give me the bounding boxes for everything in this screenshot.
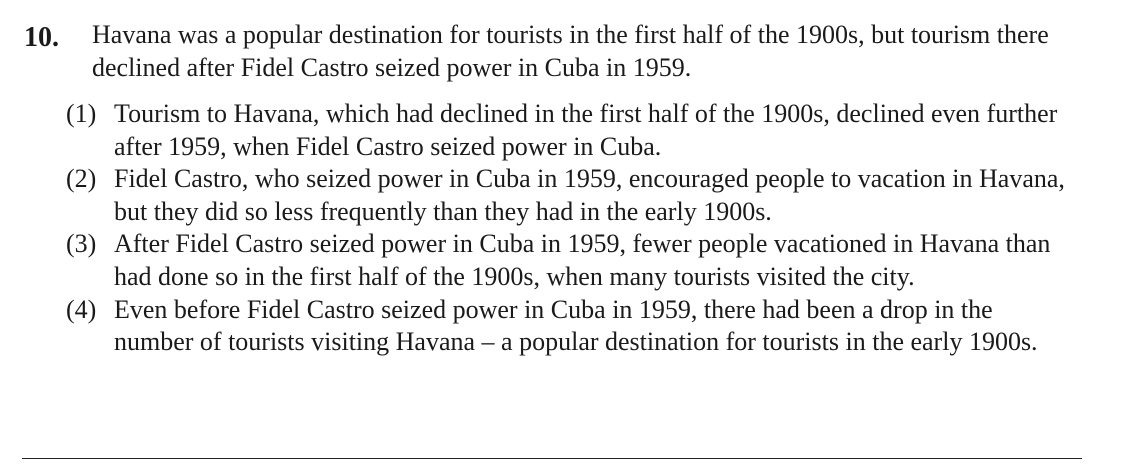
answer-choice-3[interactable]: (3) After Fidel Castro seized power in C…	[66, 228, 1066, 293]
answer-choice-1[interactable]: (1) Tourism to Havana, which had decline…	[66, 98, 1066, 163]
choice-text: Tourism to Havana, which had declined in…	[114, 99, 1058, 161]
choice-label: (3)	[66, 229, 97, 259]
choice-label: (4)	[66, 294, 97, 324]
answer-choice-4[interactable]: (4) Even before Fidel Castro seized powe…	[66, 294, 1066, 359]
section-divider	[22, 458, 1082, 459]
choice-text: After Fidel Castro seized power in Cuba …	[114, 229, 1051, 291]
choice-label: (2)	[66, 164, 97, 194]
choice-text: Fidel Castro, who seized power in Cuba i…	[114, 164, 1065, 226]
question-stem: Havana was a popular destination for tou…	[92, 20, 1049, 82]
choice-label: (1)	[66, 99, 97, 128]
answer-choices: (1) Tourism to Havana, which had decline…	[66, 98, 1066, 359]
question-number: 10.	[24, 22, 59, 53]
choice-text: Even before Fidel Castro seized power in…	[114, 294, 1038, 357]
answer-choice-2[interactable]: (2) Fidel Castro, who seized power in Cu…	[66, 163, 1066, 228]
